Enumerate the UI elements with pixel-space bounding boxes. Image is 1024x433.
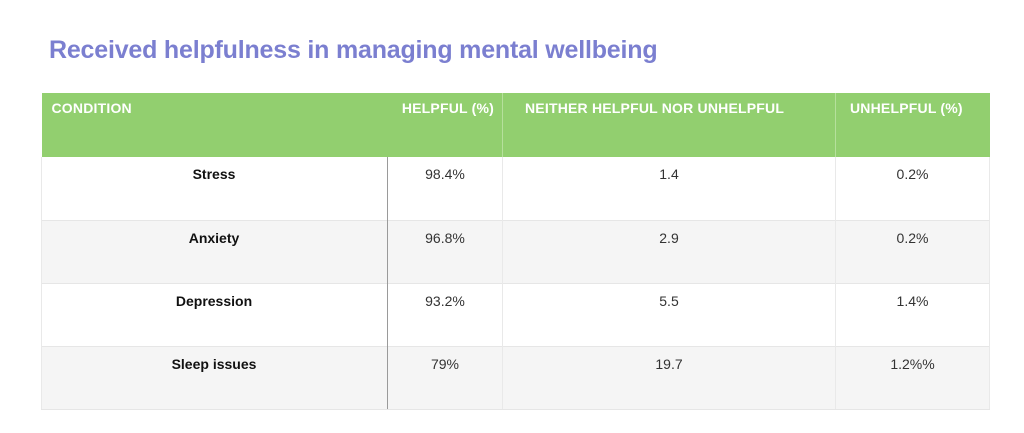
table-header: CONDITION HELPFUL (%) NEITHER HELPFUL NO… xyxy=(41,93,990,157)
cell-neither: 2.9 xyxy=(502,219,836,283)
cell-helpful: 98.4% xyxy=(387,157,503,220)
cell-unhelpful: 1.2%% xyxy=(835,345,990,410)
cell-condition: Stress xyxy=(41,157,388,220)
cell-neither: 5.5 xyxy=(502,282,836,346)
header-unhelpful: UNHELPFUL (%) xyxy=(835,93,990,157)
table-row: Stress 98.4% 1.4 0.2% xyxy=(41,157,990,220)
cell-unhelpful: 0.2% xyxy=(835,157,990,220)
table-row: Sleep issues 79% 19.7 1.2%% xyxy=(41,345,990,410)
cell-condition: Depression xyxy=(41,282,388,346)
cell-helpful: 79% xyxy=(387,345,503,410)
helpfulness-table: CONDITION HELPFUL (%) NEITHER HELPFUL NO… xyxy=(41,93,990,410)
table-body: Stress 98.4% 1.4 0.2% Anxiety 96.8% 2.9 … xyxy=(41,157,990,410)
header-neither: NEITHER HELPFUL NOR UNHELPFUL xyxy=(502,93,836,157)
cell-neither: 19.7 xyxy=(502,345,836,410)
header-row: CONDITION HELPFUL (%) NEITHER HELPFUL NO… xyxy=(41,93,990,157)
cell-neither: 1.4 xyxy=(502,157,836,220)
table-row: Anxiety 96.8% 2.9 0.2% xyxy=(41,219,990,283)
header-helpful: HELPFUL (%) xyxy=(387,93,503,157)
cell-helpful: 96.8% xyxy=(387,219,503,283)
cell-helpful: 93.2% xyxy=(387,282,503,346)
header-condition: CONDITION xyxy=(41,93,388,157)
cell-unhelpful: 0.2% xyxy=(835,219,990,283)
cell-condition: Anxiety xyxy=(41,219,388,283)
page-title: Received helpfulness in managing mental … xyxy=(49,36,658,64)
cell-condition: Sleep issues xyxy=(41,345,388,410)
table-row: Depression 93.2% 5.5 1.4% xyxy=(41,282,990,346)
cell-unhelpful: 1.4% xyxy=(835,282,990,346)
